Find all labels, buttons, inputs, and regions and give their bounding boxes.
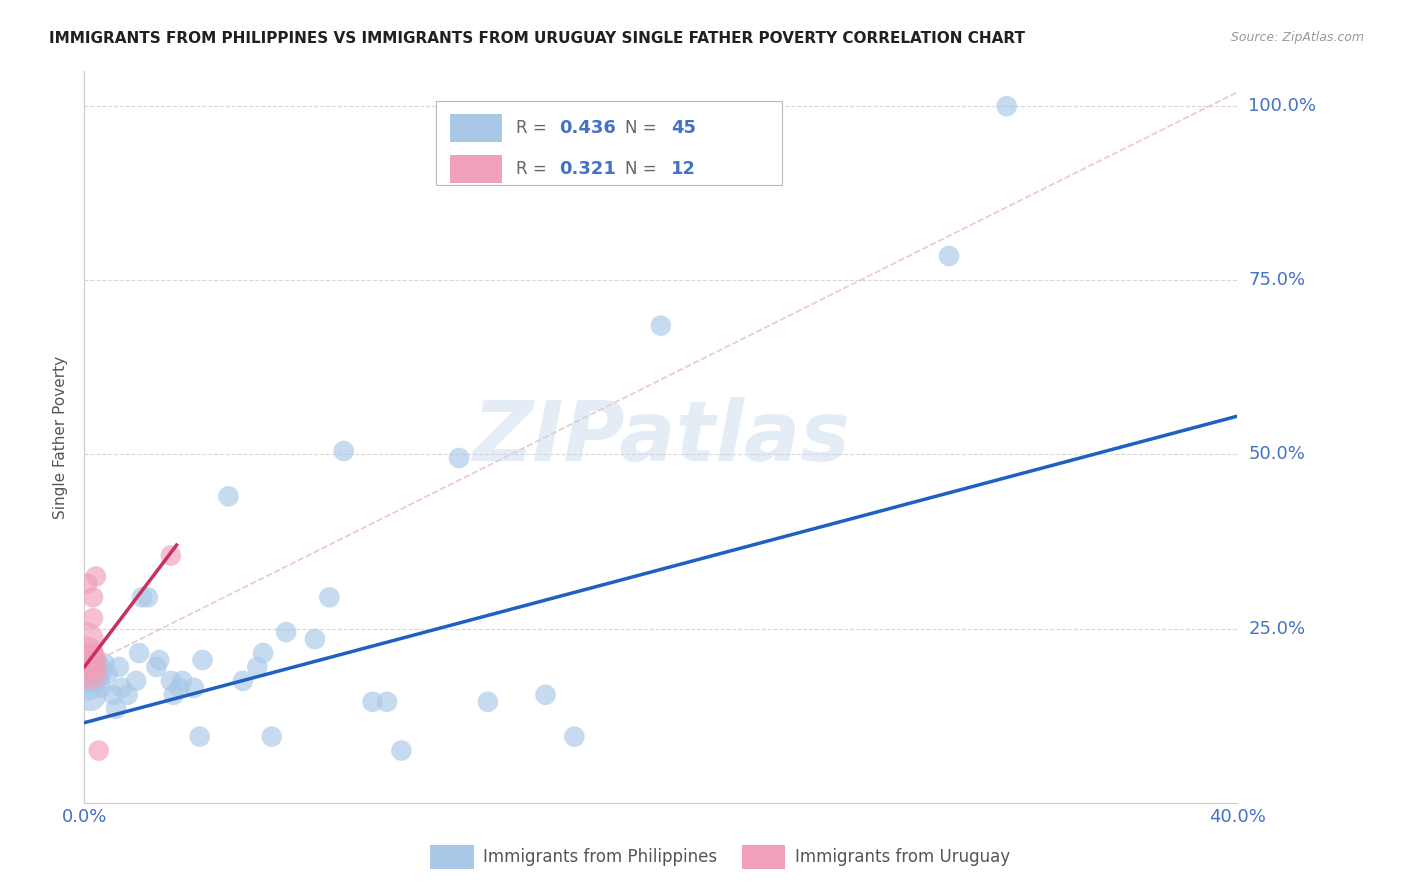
Point bbox=[534, 688, 557, 702]
Text: 25.0%: 25.0% bbox=[1249, 620, 1306, 638]
Point bbox=[84, 569, 107, 583]
Point bbox=[304, 632, 326, 646]
Point bbox=[128, 646, 150, 660]
Point bbox=[131, 591, 153, 605]
Point bbox=[82, 591, 104, 605]
Text: 0.436: 0.436 bbox=[560, 119, 616, 136]
Point bbox=[183, 681, 205, 695]
Point bbox=[82, 611, 104, 625]
Point bbox=[76, 677, 98, 691]
Point bbox=[449, 450, 471, 465]
Point bbox=[169, 681, 191, 695]
Text: 50.0%: 50.0% bbox=[1249, 445, 1305, 464]
Point bbox=[87, 743, 110, 757]
Point bbox=[260, 730, 283, 744]
Point bbox=[564, 730, 586, 744]
Point bbox=[111, 681, 134, 695]
Point bbox=[136, 591, 159, 605]
Point bbox=[477, 695, 499, 709]
Point bbox=[76, 646, 98, 660]
Text: ZIPatlas: ZIPatlas bbox=[472, 397, 849, 477]
Text: 0.321: 0.321 bbox=[560, 160, 616, 178]
Point bbox=[318, 591, 340, 605]
Point bbox=[650, 318, 672, 333]
Point bbox=[103, 688, 124, 702]
Point bbox=[160, 673, 183, 688]
Text: N =: N = bbox=[626, 160, 662, 178]
Bar bbox=[430, 846, 474, 869]
Point bbox=[333, 444, 356, 458]
Point bbox=[148, 653, 170, 667]
Point bbox=[108, 660, 131, 674]
Bar bbox=[450, 154, 502, 183]
Text: R =: R = bbox=[516, 160, 551, 178]
Point bbox=[125, 673, 148, 688]
Point bbox=[172, 673, 194, 688]
Point bbox=[995, 99, 1018, 113]
Text: 75.0%: 75.0% bbox=[1249, 271, 1306, 289]
Point bbox=[84, 664, 107, 678]
Point bbox=[90, 681, 112, 695]
Point bbox=[218, 489, 240, 503]
Text: R =: R = bbox=[516, 119, 551, 136]
Point bbox=[276, 625, 298, 640]
Point bbox=[105, 702, 128, 716]
Point bbox=[246, 660, 269, 674]
Point bbox=[391, 743, 413, 757]
Text: 12: 12 bbox=[671, 160, 696, 178]
Point bbox=[375, 695, 398, 709]
Point bbox=[82, 670, 104, 684]
Point bbox=[252, 646, 274, 660]
Point bbox=[145, 660, 167, 674]
Point bbox=[76, 632, 98, 646]
Text: 100.0%: 100.0% bbox=[1249, 97, 1316, 115]
Point bbox=[79, 653, 101, 667]
Point bbox=[160, 549, 183, 563]
Point bbox=[232, 673, 254, 688]
Y-axis label: Single Father Poverty: Single Father Poverty bbox=[53, 356, 69, 518]
Text: 45: 45 bbox=[671, 119, 696, 136]
Text: IMMIGRANTS FROM PHILIPPINES VS IMMIGRANTS FROM URUGUAY SINGLE FATHER POVERTY COR: IMMIGRANTS FROM PHILIPPINES VS IMMIGRANT… bbox=[49, 31, 1025, 46]
Point bbox=[79, 660, 101, 674]
Point bbox=[188, 730, 211, 744]
FancyBboxPatch shape bbox=[436, 101, 782, 185]
Point bbox=[79, 688, 101, 702]
Text: Immigrants from Uruguay: Immigrants from Uruguay bbox=[794, 848, 1010, 866]
Point bbox=[76, 576, 98, 591]
Text: Immigrants from Philippines: Immigrants from Philippines bbox=[484, 848, 717, 866]
Bar bbox=[450, 114, 502, 142]
Point bbox=[82, 646, 104, 660]
Bar bbox=[741, 846, 786, 869]
Point bbox=[938, 249, 960, 263]
Text: Source: ZipAtlas.com: Source: ZipAtlas.com bbox=[1230, 31, 1364, 45]
Text: N =: N = bbox=[626, 119, 662, 136]
Point bbox=[93, 657, 115, 671]
Point bbox=[96, 667, 118, 681]
Point bbox=[163, 688, 186, 702]
Point bbox=[79, 667, 101, 681]
Point bbox=[87, 667, 110, 681]
Point bbox=[117, 688, 139, 702]
Point bbox=[361, 695, 384, 709]
Point bbox=[191, 653, 214, 667]
